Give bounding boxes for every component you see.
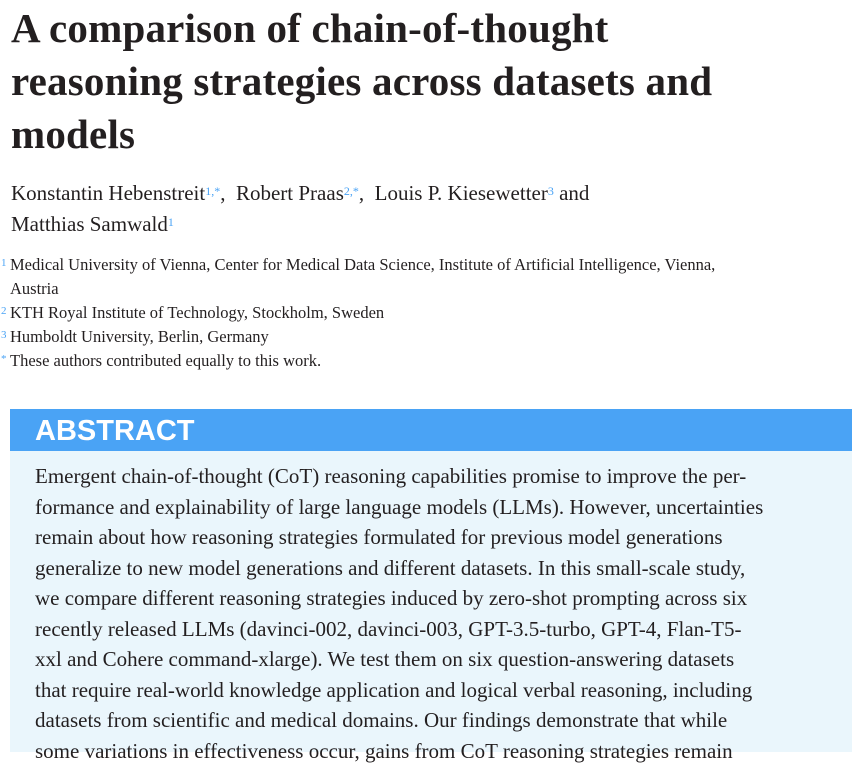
and-text: and <box>559 181 589 205</box>
author-sup: 3 <box>548 184 554 198</box>
abstract-line: datasets from scientific and medical dom… <box>35 705 852 736</box>
affiliation-sup: 2 <box>1 299 7 323</box>
paper-title: A comparison of chain-of-thought reasoni… <box>11 2 712 161</box>
author-name: Robert Praas <box>236 181 344 205</box>
affiliation-sup: 3 <box>1 323 7 347</box>
abstract-box: ABSTRACT Emergent chain-of-thought (CoT)… <box>10 409 852 752</box>
affiliation-text: KTH Royal Institute of Technology, Stock… <box>10 303 384 322</box>
abstract-line: that require real-world knowledge applic… <box>35 675 852 706</box>
abstract-line: remain about how reasoning strategies fo… <box>35 522 852 553</box>
affiliation-text: These authors contributed equally to thi… <box>10 351 321 370</box>
affiliation: *These authors contributed equally to th… <box>1 349 715 373</box>
abstract-line: xxl and Cohere command-xlarge). We test … <box>35 644 852 675</box>
affiliation-sup: * <box>1 347 7 371</box>
abstract-line: recently released LLMs (davinci-002, dav… <box>35 614 852 645</box>
author-sup: 1 <box>168 215 174 229</box>
author-sup: 2,* <box>344 184 359 198</box>
author-sup: 1,* <box>205 184 220 198</box>
affiliation-text: Austria <box>10 279 59 298</box>
affiliation-sup: 1 <box>1 251 7 275</box>
author-name: Konstantin Hebenstreit <box>11 181 205 205</box>
title-line: reasoning strategies across datasets and <box>11 55 712 108</box>
title-line: models <box>11 108 712 161</box>
title-line: A comparison of chain-of-thought <box>11 2 712 55</box>
abstract-heading: ABSTRACT <box>10 409 852 451</box>
affiliation-text: Medical University of Vienna, Center for… <box>10 255 715 274</box>
abstract-line: generalize to new model generations and … <box>35 553 852 584</box>
author-name: Louis P. Kiesewetter <box>375 181 548 205</box>
abstract-line: formance and explainability of large lan… <box>35 492 852 523</box>
affiliation-text: Humboldt University, Berlin, Germany <box>10 327 269 346</box>
author-list: Konstantin Hebenstreit1,*, Robert Praas2… <box>11 178 589 240</box>
abstract-line: we compare different reasoning strategie… <box>35 583 852 614</box>
abstract-body: Emergent chain-of-thought (CoT) reasonin… <box>10 451 852 766</box>
abstract-line: Emergent chain-of-thought (CoT) reasonin… <box>35 461 852 492</box>
abstract-line: some variations in effectiveness occur, … <box>35 736 852 766</box>
author-name: Matthias Samwald <box>11 212 168 236</box>
